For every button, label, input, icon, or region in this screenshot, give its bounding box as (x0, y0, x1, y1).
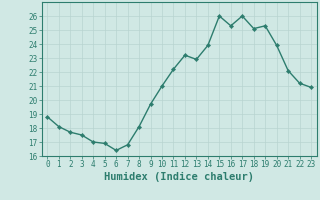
X-axis label: Humidex (Indice chaleur): Humidex (Indice chaleur) (104, 172, 254, 182)
